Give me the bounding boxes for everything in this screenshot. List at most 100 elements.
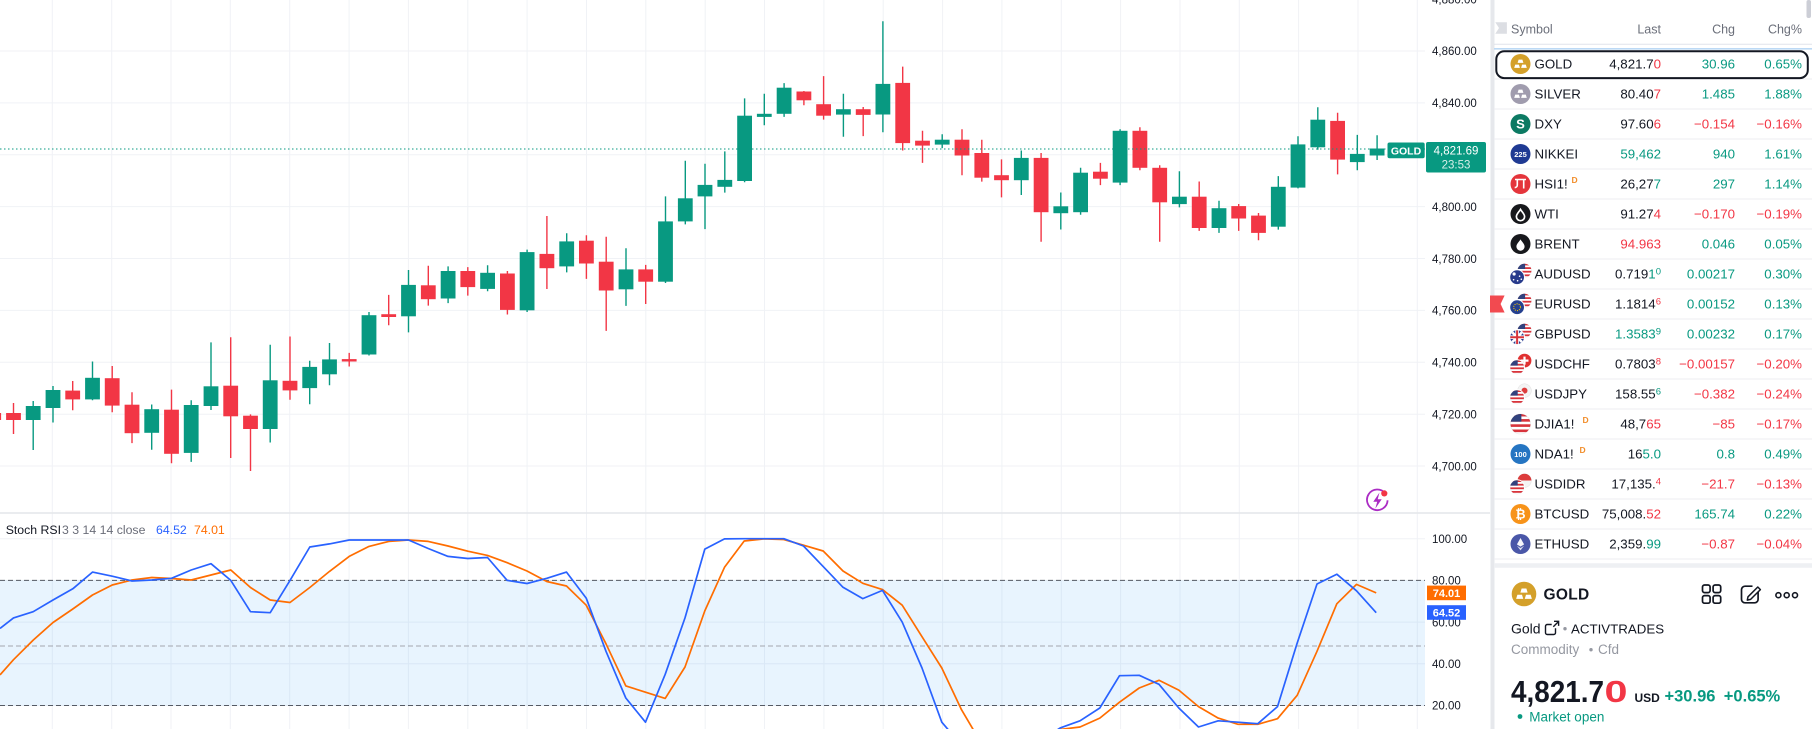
svg-text:−0.382: −0.382 — [1694, 387, 1735, 402]
svg-text:Market open: Market open — [1529, 709, 1604, 724]
svg-text:0.13%: 0.13% — [1764, 297, 1802, 312]
svg-text:0: 0 — [1605, 675, 1628, 709]
svg-text:23:53: 23:53 — [1442, 160, 1471, 172]
svg-text:80.407: 80.407 — [1620, 87, 1661, 102]
svg-text:+30.96: +30.96 — [1665, 688, 1716, 706]
svg-text:0.00217: 0.00217 — [1687, 267, 1735, 282]
svg-text:4,840.00: 4,840.00 — [1432, 98, 1477, 110]
svg-text:297: 297 — [1713, 177, 1735, 192]
svg-text:−0.20%: −0.20% — [1757, 357, 1803, 372]
svg-text:Commodity: Commodity — [1511, 642, 1580, 657]
svg-text:Gold: Gold — [1511, 621, 1541, 637]
svg-text:74.01: 74.01 — [1433, 588, 1461, 600]
svg-text:158.556: 158.556 — [1615, 387, 1661, 402]
svg-text:+0.65%: +0.65% — [1724, 688, 1781, 706]
svg-text:0.71910: 0.71910 — [1615, 267, 1661, 282]
svg-text:74.01: 74.01 — [194, 523, 225, 537]
svg-text:DXY: DXY — [1535, 117, 1562, 132]
svg-text:Chg: Chg — [1712, 22, 1735, 36]
svg-text:4,860.00: 4,860.00 — [1432, 46, 1477, 58]
svg-text:AUDUSD: AUDUSD — [1535, 267, 1591, 282]
svg-text:0.30%: 0.30% — [1764, 267, 1802, 282]
svg-text:GBPUSD: GBPUSD — [1535, 327, 1591, 342]
svg-text:1.18146: 1.18146 — [1615, 297, 1661, 312]
svg-text:60.00: 60.00 — [1432, 617, 1461, 629]
svg-text:0.05%: 0.05% — [1764, 237, 1802, 252]
svg-text:NDA1!: NDA1! — [1535, 447, 1574, 462]
svg-text:GOLD: GOLD — [1544, 587, 1590, 604]
svg-text:GOLD: GOLD — [1391, 145, 1422, 157]
svg-text:₿: ₿ — [1515, 508, 1525, 522]
svg-text:−0.87: −0.87 — [1701, 537, 1735, 552]
svg-text:−0.13%: −0.13% — [1757, 477, 1803, 492]
svg-text:75,008.52: 75,008.52 — [1602, 507, 1661, 522]
svg-text:17,135.4: 17,135.4 — [1611, 477, 1661, 492]
svg-text:Symbol: Symbol — [1511, 22, 1553, 36]
svg-text:4,740.00: 4,740.00 — [1432, 358, 1477, 370]
svg-text:4,821.7: 4,821.7 — [1511, 675, 1604, 709]
svg-text:59,462: 59,462 — [1620, 147, 1661, 162]
svg-text:Chg%: Chg% — [1768, 22, 1802, 36]
svg-text:NIKKEI: NIKKEI — [1535, 147, 1579, 162]
svg-text:80.00: 80.00 — [1432, 576, 1461, 588]
svg-text:Cfd: Cfd — [1598, 642, 1619, 657]
svg-text:−85: −85 — [1712, 417, 1735, 432]
svg-text:0.046: 0.046 — [1702, 237, 1735, 252]
svg-text:−0.04%: −0.04% — [1757, 537, 1803, 552]
svg-text:100.00: 100.00 — [1432, 534, 1467, 546]
svg-text:165.0: 165.0 — [1628, 447, 1661, 462]
svg-text:ACTIVTRADES: ACTIVTRADES — [1571, 622, 1664, 637]
svg-text:USDIDR: USDIDR — [1535, 477, 1586, 492]
svg-text:Last: Last — [1637, 22, 1661, 36]
svg-text:1.14%: 1.14% — [1764, 177, 1802, 192]
svg-text:S: S — [1516, 117, 1525, 132]
svg-text:94.963: 94.963 — [1620, 237, 1661, 252]
svg-text:64.52: 64.52 — [156, 523, 187, 537]
svg-text:−0.16%: −0.16% — [1757, 117, 1803, 132]
svg-text:225: 225 — [1514, 150, 1527, 159]
svg-text:20.00: 20.00 — [1432, 701, 1461, 713]
svg-text:4,780.00: 4,780.00 — [1432, 254, 1477, 266]
svg-text:40.00: 40.00 — [1432, 659, 1461, 671]
svg-text:165.74: 165.74 — [1694, 507, 1735, 522]
svg-text:−0.19%: −0.19% — [1757, 207, 1803, 222]
svg-text:0.00232: 0.00232 — [1687, 327, 1735, 342]
svg-text:0.00152: 0.00152 — [1687, 297, 1735, 312]
svg-text:EURUSD: EURUSD — [1535, 297, 1591, 312]
svg-text:BRENT: BRENT — [1535, 237, 1580, 252]
svg-text:USDCHF: USDCHF — [1535, 357, 1590, 372]
svg-text:4,720.00: 4,720.00 — [1432, 409, 1477, 421]
svg-text:48,765: 48,765 — [1620, 417, 1661, 432]
svg-text:0.78038: 0.78038 — [1615, 357, 1661, 372]
svg-text:4,821.69: 4,821.69 — [1434, 146, 1479, 158]
svg-text:D: D — [1572, 175, 1578, 185]
svg-text:−0.17%: −0.17% — [1757, 417, 1803, 432]
svg-text:−0.00157: −0.00157 — [1679, 357, 1735, 372]
svg-text:USD: USD — [1635, 691, 1661, 705]
svg-text:1.61%: 1.61% — [1764, 147, 1802, 162]
svg-text:4,880.00: 4,880.00 — [1432, 0, 1477, 6]
svg-text:4,800.00: 4,800.00 — [1432, 202, 1477, 214]
svg-text:91.274: 91.274 — [1620, 207, 1661, 222]
svg-text:4,760.00: 4,760.00 — [1432, 306, 1477, 318]
svg-text:940: 940 — [1713, 147, 1735, 162]
svg-text:GOLD: GOLD — [1535, 57, 1573, 72]
svg-text:4,700.00: 4,700.00 — [1432, 461, 1477, 473]
svg-text:−0.154: −0.154 — [1694, 117, 1735, 132]
svg-text:1.485: 1.485 — [1702, 87, 1735, 102]
svg-text:64.52: 64.52 — [1433, 607, 1461, 619]
svg-text:100: 100 — [1514, 450, 1527, 459]
svg-text:ETHUSD: ETHUSD — [1535, 537, 1590, 552]
svg-text:0.8: 0.8 — [1717, 447, 1736, 462]
svg-text:DJIA1!: DJIA1! — [1535, 417, 1575, 432]
svg-text:1.35839: 1.35839 — [1615, 327, 1661, 342]
svg-text:BTCUSD: BTCUSD — [1535, 507, 1590, 522]
svg-text:Stoch RSI: Stoch RSI — [6, 523, 61, 537]
svg-text:USDJPY: USDJPY — [1535, 387, 1588, 402]
svg-text:D: D — [1583, 415, 1589, 425]
svg-text:2,359.99: 2,359.99 — [1609, 537, 1661, 552]
svg-text:−0.170: −0.170 — [1694, 207, 1735, 222]
svg-text:D: D — [1580, 445, 1586, 455]
svg-text:0.49%: 0.49% — [1764, 447, 1802, 462]
svg-text:−21.7: −21.7 — [1701, 477, 1735, 492]
